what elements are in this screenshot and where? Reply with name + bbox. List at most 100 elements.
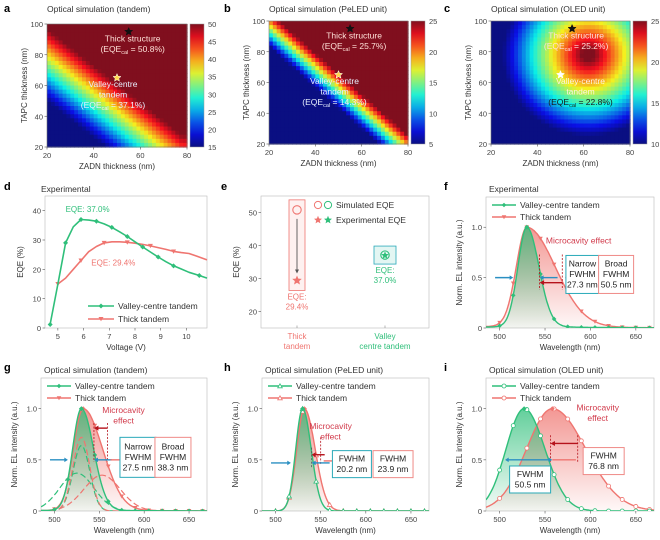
heatmap-cell: [144, 52, 149, 58]
heatmap-cell: [326, 131, 332, 137]
heatmap-cell: [280, 66, 286, 71]
heatmap-cell: [533, 41, 538, 47]
heatmap-cell: [494, 98, 500, 104]
heatmap-cell: [179, 110, 184, 115]
heatmap-cell: [140, 32, 145, 37]
heatmap-cell: [384, 49, 390, 55]
heatmap-cell: [556, 115, 562, 120]
heatmap-cell: [365, 41, 370, 47]
heatmap-cell: [93, 77, 99, 82]
heatmap-cell: [388, 57, 394, 63]
heatmap-cell: [545, 86, 550, 92]
heatmap-cell: [510, 86, 515, 92]
heatmap-cell: [529, 115, 535, 120]
heatmap-cell: [564, 57, 569, 63]
heatmap-cell: [117, 89, 122, 95]
heatmap-cell: [330, 90, 336, 96]
heatmap-cell: [155, 28, 161, 33]
heatmap-cell: [579, 115, 585, 120]
heatmap-cell: [396, 94, 401, 100]
heatmap-cell: [514, 90, 519, 96]
heatmap-cell: [400, 115, 405, 120]
heatmap-cell: [167, 110, 173, 115]
heatmap-cell: [311, 49, 316, 55]
heatmap-cell: [353, 45, 359, 51]
heatmap-cell: [626, 78, 631, 84]
heatmap-cell: [533, 57, 538, 63]
heatmap-cell: [342, 86, 347, 92]
heatmap-cell: [307, 49, 313, 55]
heatmap-cell: [82, 138, 87, 144]
heatmap-cell: [299, 49, 305, 55]
heatmap-cell: [292, 127, 297, 133]
heatmap-cell: [128, 73, 134, 78]
heatmap-cell: [618, 78, 623, 84]
heatmap-cell: [323, 127, 328, 133]
legend-marker: [56, 396, 62, 401]
heatmap-cell: [167, 77, 173, 82]
heatmap-cell: [552, 53, 558, 59]
heatmap-cell: [392, 123, 398, 129]
heatmap-cell: [163, 106, 169, 111]
heatmap-cell: [529, 66, 535, 71]
heatmap-cell: [361, 57, 367, 63]
marker-label: Valley-centre: [556, 76, 605, 86]
heatmap-cell: [296, 29, 301, 34]
fwhm-box-label: 27.5 nm: [123, 463, 154, 473]
heatmap-cell: [365, 94, 370, 100]
heatmap-cell: [373, 41, 378, 47]
heatmap-cell: [599, 94, 604, 100]
heatmap-cell: [599, 139, 604, 145]
heatmap-cell: [307, 115, 313, 120]
heatmap-cell: [373, 49, 378, 55]
heatmap-cell: [380, 98, 386, 104]
heatmap-cell: [319, 127, 324, 133]
heatmap-cell: [506, 66, 511, 71]
heatmap-cell: [579, 66, 585, 71]
heatmap-cell: [610, 86, 616, 92]
fwhm-box-label: FWHM: [517, 469, 543, 479]
heatmap-cell: [155, 110, 161, 115]
heatmap-cell: [117, 56, 122, 62]
heatmap-cell: [618, 119, 623, 125]
heatmap-cell: [330, 86, 336, 92]
heatmap-cell: [124, 138, 130, 144]
heatmap-cell: [380, 103, 386, 108]
heatmap-cell: [556, 66, 562, 71]
heatmap-cell: [299, 29, 305, 34]
heatmap-cell: [330, 49, 336, 55]
heatmap-cell: [175, 69, 180, 74]
heatmap-cell: [276, 127, 282, 133]
heatmap-cell: [350, 49, 355, 55]
heatmap-cell: [361, 135, 367, 141]
heatmap-cell: [128, 122, 134, 128]
heatmap-cell: [62, 81, 68, 87]
heatmap-cell: [626, 135, 631, 141]
heatmap-cell: [614, 37, 620, 43]
heatmap-cell: [280, 103, 286, 108]
heatmap-cell: [595, 82, 600, 88]
heatmap-cell: [591, 135, 596, 141]
heatmap-cell: [502, 111, 508, 116]
heatmap-cell: [97, 52, 103, 58]
heatmap-cell: [128, 65, 134, 70]
heatmap-cell: [502, 90, 508, 96]
heatmap-cell: [288, 62, 293, 67]
heatmap-cell: [548, 86, 554, 92]
heatmap-cell: [384, 41, 390, 47]
heatmap-cell: [288, 135, 293, 141]
heatmap-cell: [284, 94, 289, 100]
heatmap-cell: [284, 74, 289, 79]
heatmap-cell: [334, 33, 340, 38]
heatmap-cell: [319, 86, 324, 92]
heatmap-cell: [514, 103, 519, 108]
legend-label: Thick tandem: [520, 393, 571, 403]
heatmap-cell: [614, 94, 620, 100]
heatmap-cell: [537, 103, 542, 108]
x-axis-label: Wavelength (nm): [540, 343, 601, 352]
x-tick-label: 600: [584, 515, 597, 524]
heatmap-cell: [155, 97, 161, 103]
heatmap-cell: [350, 82, 355, 88]
heatmap-cell: [319, 119, 324, 125]
